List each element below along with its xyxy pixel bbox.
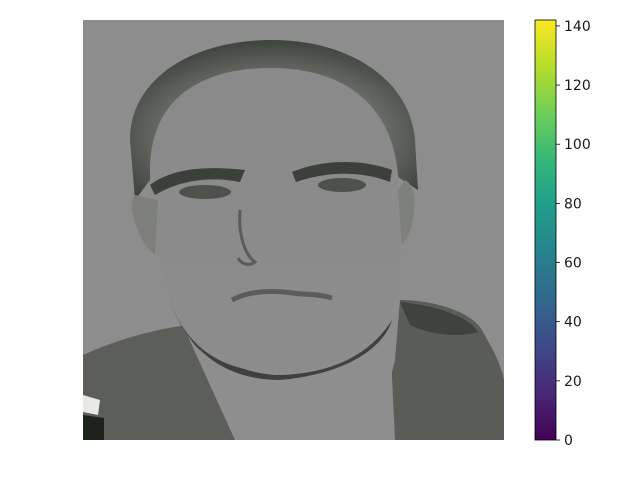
mouth bbox=[230, 289, 333, 303]
hoodie-fold bbox=[400, 302, 478, 336]
colorbar-tick-label: 40 bbox=[564, 315, 582, 331]
hair bbox=[130, 40, 418, 200]
colorbar-tick-label: 80 bbox=[564, 196, 582, 212]
left-eyebrow bbox=[150, 168, 245, 195]
hoodie-right bbox=[375, 300, 504, 440]
right-eye bbox=[318, 178, 366, 192]
nose-shadow bbox=[236, 209, 258, 266]
right-eyebrow bbox=[292, 161, 392, 182]
colorbar-tick-label: 0 bbox=[564, 433, 573, 449]
left-ear bbox=[131, 195, 158, 255]
colorbar-tick-label: 100 bbox=[564, 137, 591, 153]
hoodie-dark-corner bbox=[83, 415, 104, 440]
colorbar-tick-label: 20 bbox=[564, 374, 582, 390]
colorbar-tick-label: 120 bbox=[564, 78, 591, 94]
hoodie-highlight bbox=[83, 395, 100, 415]
neck bbox=[185, 330, 395, 440]
colorbar-tick-label: 60 bbox=[564, 256, 582, 272]
left-eye bbox=[179, 185, 231, 199]
colorbar-frame bbox=[534, 19, 557, 441]
heatmap-image bbox=[83, 20, 504, 440]
colorbar-tick-label: 140 bbox=[564, 19, 591, 35]
colorbar-ticks: 0 20 40 60 80 100 120 140 bbox=[556, 19, 591, 449]
colorbar-fill bbox=[535, 20, 556, 440]
face bbox=[150, 68, 402, 372]
right-ear bbox=[398, 180, 415, 245]
colorbar: 0 20 40 60 80 100 120 140 bbox=[534, 19, 591, 449]
